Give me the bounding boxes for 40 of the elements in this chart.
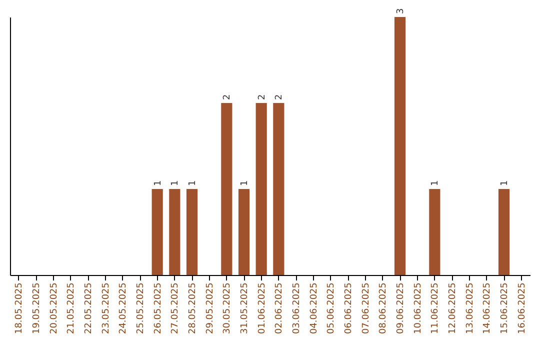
x-tick-label: 20.05.2025 [49, 282, 60, 334]
x-tick-label: 25.05.2025 [136, 282, 146, 334]
x-tick-label: 05.06.2025 [326, 282, 337, 334]
x-tick-label: 18.05.2025 [14, 282, 25, 334]
x-tick-label: 23.05.2025 [101, 282, 112, 334]
x-tick-label: 04.06.2025 [309, 282, 320, 334]
x-tick-label: 22.05.2025 [84, 282, 94, 334]
data-label: 1 [500, 180, 510, 186]
x-tick-label: 21.05.2025 [66, 282, 77, 334]
x-tick-label: 15.06.2025 [500, 282, 510, 334]
x-tick-label: 10.06.2025 [413, 282, 424, 334]
x-tick-label: 16.06.2025 [517, 282, 528, 334]
data-label: 1 [188, 180, 198, 186]
data-label: 2 [257, 94, 268, 100]
x-tick-label: 03.06.2025 [292, 282, 302, 334]
x-tick-label: 30.05.2025 [222, 282, 233, 334]
x-tick-label: 27.05.2025 [170, 282, 181, 334]
x-tick-label: 29.05.2025 [205, 282, 216, 334]
x-tick-label: 02.06.2025 [274, 282, 285, 334]
x-tick-label: 06.06.2025 [344, 282, 354, 334]
x-tick-label: 19.05.2025 [32, 282, 42, 334]
data-label: 1 [240, 180, 250, 186]
x-tick-label: 28.05.2025 [188, 282, 198, 334]
x-tick-label: 14.06.2025 [482, 282, 493, 334]
data-label: 1 [153, 180, 164, 186]
data-label: 1 [170, 180, 181, 186]
data-label: 3 [396, 8, 406, 14]
x-tick-label: 31.05.2025 [240, 282, 250, 334]
data-label: 2 [222, 94, 233, 100]
x-tick-label: 07.06.2025 [361, 282, 372, 334]
data-label: 2 [274, 94, 285, 100]
x-tick-label: 08.06.2025 [378, 282, 389, 334]
x-tick-label: 26.05.2025 [153, 282, 164, 334]
x-tick-label: 24.05.2025 [118, 282, 129, 334]
x-tick-label: 01.06.2025 [257, 282, 268, 334]
x-tick-label: 12.06.2025 [448, 282, 458, 334]
x-tick-label: 11.06.2025 [430, 282, 441, 334]
x-tick-label: 13.06.2025 [465, 282, 476, 334]
data-label: 1 [430, 180, 441, 186]
x-tick-label: 09.06.2025 [396, 282, 406, 334]
